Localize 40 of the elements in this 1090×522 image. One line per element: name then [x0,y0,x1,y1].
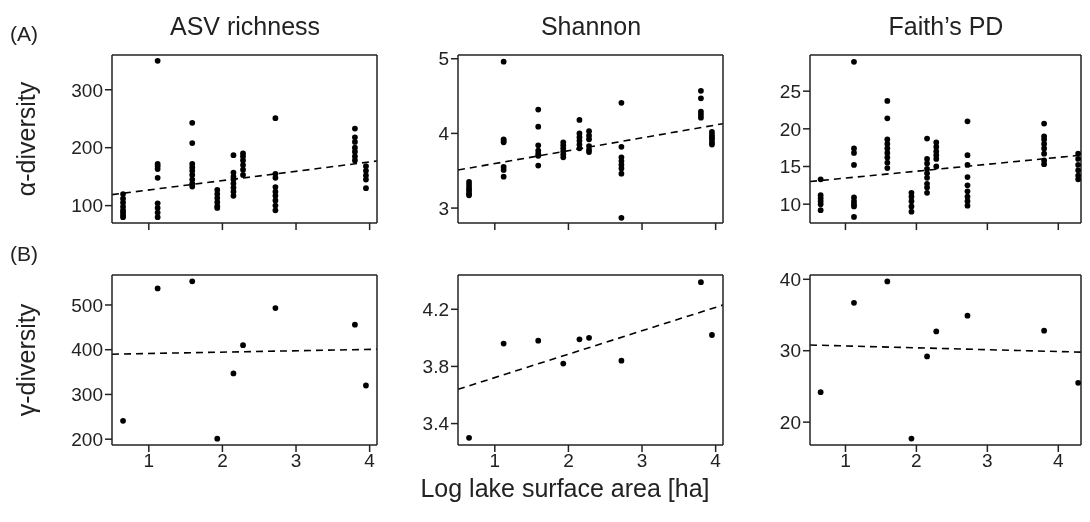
y-tick-label: 300 [71,384,103,406]
y-tick-label: 3 [438,197,449,219]
y-tick-label: 300 [71,79,103,101]
y-tick-label: 100 [71,195,103,217]
y-tick-label: 25 [779,80,801,102]
chart-title: Shannon [539,12,643,41]
x-tick-label: 2 [563,450,574,472]
y-tick-label: 5 [438,48,449,70]
x-tick-label: 1 [489,450,501,472]
y-axis-title: α-diversity [12,81,40,196]
chart-title: Faith’s PD [887,12,1005,41]
x-tick-label: 3 [636,450,648,472]
y-tick-label: 20 [779,411,801,433]
y-tick-label: 10 [779,193,801,215]
x-tick-label: 4 [710,450,722,472]
text: (B) [10,242,38,266]
y-tick-label: 15 [779,156,801,178]
y-tick-label: 30 [779,340,801,362]
text: (A) [10,22,38,46]
chart-title: ASV richness [168,12,322,41]
x-tick-label: 1 [143,450,155,472]
x-tick-label: 1 [840,450,851,472]
x-tick-label: 3 [290,450,302,472]
y-tick-label: 200 [71,137,103,159]
y-tick-label: 200 [71,428,103,450]
y-axis-title: γ-diversity [12,303,40,416]
y-tick-label: 3.4 [422,413,450,435]
x-tick-label: 3 [982,450,993,472]
y-tick-label: 4 [438,123,450,145]
x-tick-label: 4 [1053,450,1065,472]
x-axis-title: Log lake surface area [ha] [419,474,711,503]
y-tick-label: 4.2 [422,299,449,321]
y-tick-label: 400 [71,339,103,361]
y-tick-label: 20 [779,118,801,140]
x-tick-label: 4 [364,450,376,472]
y-tick-label: 40 [779,269,801,291]
x-tick-label: 2 [217,450,228,472]
y-tick-label: 3.8 [422,356,449,378]
x-tick-label: 2 [911,450,922,472]
y-tick-label: 500 [71,294,103,316]
